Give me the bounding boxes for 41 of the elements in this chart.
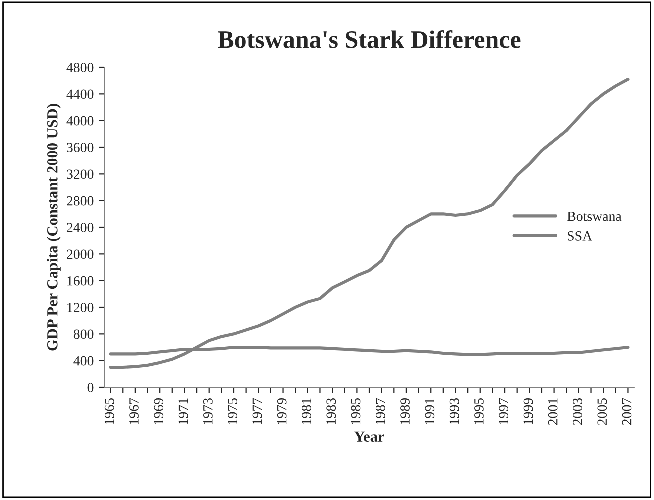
x-tick-label: 1979 bbox=[277, 398, 287, 424]
x-tick-label: 1969 bbox=[154, 398, 164, 424]
x-tick-label: 1975 bbox=[228, 398, 238, 424]
y-tick-label: 0 bbox=[88, 383, 94, 392]
x-tick-label: 1977 bbox=[252, 398, 262, 424]
y-tick-label: 1200 bbox=[68, 303, 94, 312]
x-tick-label: 2007 bbox=[622, 398, 632, 426]
x-tick-label: 1981 bbox=[302, 398, 312, 424]
x-tick-label: 1971 bbox=[178, 398, 188, 424]
x-tick-label: 1965 bbox=[104, 398, 114, 424]
y-tick-label: 3600 bbox=[67, 143, 94, 152]
x-tick-label: 1989 bbox=[400, 398, 410, 424]
chart-title: Botswana's Stark Difference bbox=[218, 30, 521, 48]
legend-label: Botswana bbox=[568, 212, 622, 222]
x-tick-label: 1993 bbox=[450, 398, 460, 424]
y-tick-label: 4000 bbox=[66, 116, 94, 126]
x-tick-label: 1983 bbox=[326, 398, 336, 424]
x-tick-label: 1973 bbox=[204, 398, 213, 424]
x-tick-label: 2005 bbox=[598, 398, 608, 426]
x-tick-label: 1997 bbox=[499, 398, 508, 424]
x-tick-label: 2001 bbox=[548, 398, 558, 426]
y-tick-label: 2400 bbox=[67, 223, 94, 232]
y-tick-label: 800 bbox=[74, 330, 94, 340]
y-tick-label: 4800 bbox=[66, 63, 94, 72]
x-axis-title: Year bbox=[354, 432, 384, 442]
y-tick-label: 4400 bbox=[66, 90, 94, 100]
y-tick-label: 400 bbox=[74, 356, 94, 366]
y-tick-label: 2000 bbox=[67, 250, 94, 260]
x-tick-label: 1991 bbox=[425, 398, 435, 424]
legend-label: SSA bbox=[568, 231, 592, 241]
line-series bbox=[109, 78, 630, 370]
x-tick-label: 1995 bbox=[474, 398, 484, 424]
x-tick-label: 1967 bbox=[130, 398, 139, 424]
y-tick-label: 3200 bbox=[67, 170, 94, 180]
x-tick-label: 1999 bbox=[524, 398, 534, 424]
y-tick-label: 1600 bbox=[68, 276, 94, 286]
y-tick-label: 2800 bbox=[67, 196, 94, 206]
y-axis-title: GDP Per Capita (Constant 2000 USD) bbox=[47, 104, 61, 351]
x-tick-label: 1987 bbox=[376, 398, 386, 424]
x-tick-label: 2003 bbox=[573, 398, 582, 426]
x-tick-label: 1985 bbox=[351, 398, 361, 424]
